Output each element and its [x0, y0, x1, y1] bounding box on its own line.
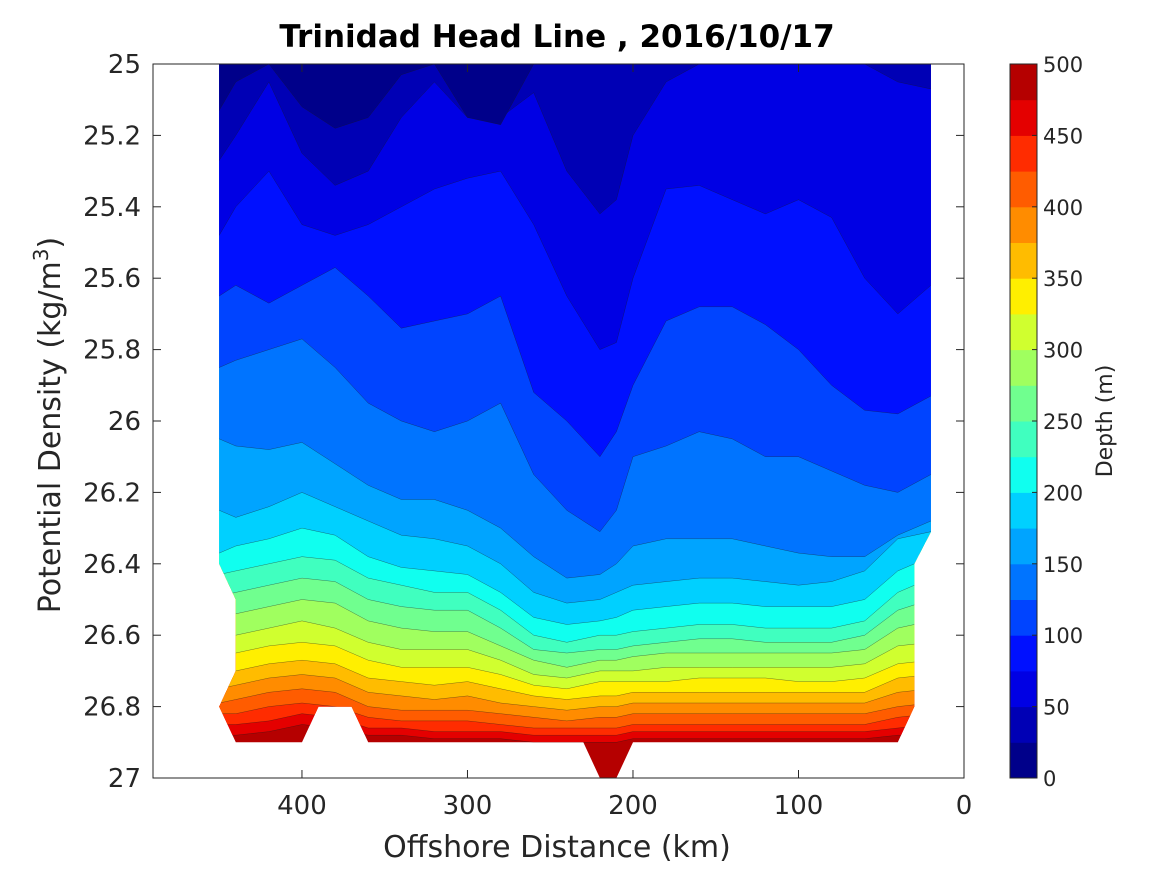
x-tick-label: 300: [443, 791, 493, 821]
x-tick-label: 200: [608, 791, 658, 821]
colorbar-tick-label: 150: [1043, 553, 1083, 577]
colorbar-tick-label: 250: [1043, 410, 1083, 434]
y-tick-label: 26.8: [83, 693, 141, 723]
x-tick-label: 0: [956, 791, 973, 821]
colorbar-swatch: [1010, 64, 1037, 101]
y-tick-label: 25.6: [83, 264, 141, 294]
y-tick-label: 26.4: [83, 550, 141, 580]
colorbar-swatch: [1010, 706, 1037, 743]
x-axis-ticks: 400 300 200 100 0: [277, 64, 972, 821]
y-tick-label: 26.2: [83, 478, 141, 508]
colorbar-swatch: [1010, 135, 1037, 172]
y-tick-label: 25.2: [83, 121, 141, 151]
colorbar-swatch: [1010, 635, 1037, 672]
colorbar-swatch: [1010, 492, 1037, 529]
colorbar-swatch: [1010, 278, 1037, 315]
colorbar-swatch: [1010, 171, 1037, 208]
colorbar-tick-label: 300: [1043, 339, 1083, 363]
y-tick-label: 26: [108, 407, 141, 437]
colorbar-swatch: [1010, 349, 1037, 386]
colorbar-swatch: [1010, 599, 1037, 636]
y-tick-label: 26.6: [83, 621, 141, 651]
chart-title: Trinidad Head Line , 2016/10/17: [279, 19, 834, 55]
colorbar-swatch: [1010, 528, 1037, 565]
colorbar-tick-label: 100: [1043, 624, 1083, 648]
colorbar-tick-label: 500: [1043, 53, 1083, 77]
contour-fills: [219, 64, 931, 778]
y-axis-label: Potential Density (kg/m3): [29, 237, 68, 613]
y-tick-label: 27: [108, 764, 141, 794]
colorbar-tick-label: 200: [1043, 481, 1083, 505]
colorbar-swatch: [1010, 385, 1037, 422]
colorbar-swatch: [1010, 99, 1037, 136]
colorbar-swatch: [1010, 742, 1037, 779]
y-axis-ticks: 25 25.2 25.4 25.6 25.8 26 26.2 26.4 26.6 26.8 27: [83, 50, 964, 794]
colorbar: 0 50 100 150 200 250 300 350 400 450 500: [1009, 53, 1083, 791]
colorbar-swatch: [1010, 563, 1037, 600]
colorbar-swatch: [1010, 670, 1037, 708]
y-tick-label: 25.8: [83, 336, 141, 366]
x-axis-label: Offshore Distance (km): [383, 830, 731, 865]
y-tick-label: 25: [108, 50, 141, 80]
colorbar-tick-label: 0: [1043, 767, 1056, 791]
colorbar-label: Depth (m): [1093, 365, 1118, 478]
colorbar-tick-label: 450: [1043, 124, 1083, 148]
colorbar-tick-label: 50: [1043, 696, 1070, 720]
colorbar-swatch: [1010, 456, 1037, 493]
colorbar-swatch: [1010, 206, 1037, 243]
x-tick-label: 100: [774, 791, 824, 821]
colorbar-tick-label: 350: [1043, 267, 1083, 291]
colorbar-swatch: [1010, 313, 1037, 351]
colorbar-tick-label: 400: [1043, 196, 1083, 220]
colorbar-swatch: [1010, 421, 1037, 458]
x-tick-label: 400: [277, 791, 327, 821]
colorbar-swatch: [1010, 242, 1037, 279]
y-tick-label: 25.4: [83, 193, 141, 223]
contour-band-25: [219, 64, 931, 129]
